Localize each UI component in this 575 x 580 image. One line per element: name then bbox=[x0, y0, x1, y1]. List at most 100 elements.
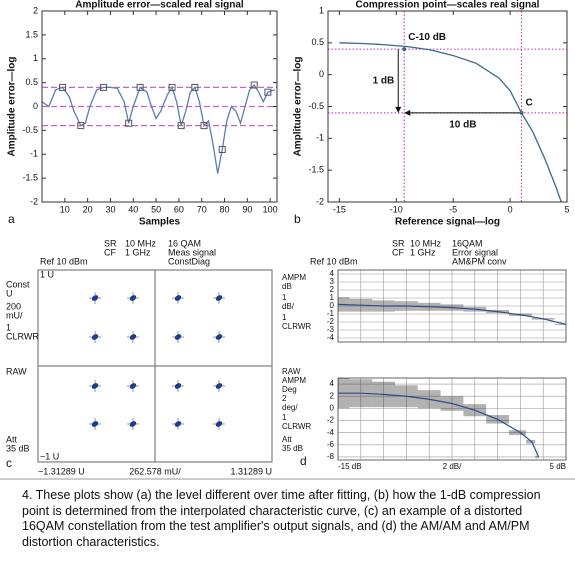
panel-letter: b bbox=[294, 212, 301, 226]
x-tick-label: −1.31289 U bbox=[38, 466, 85, 476]
y-tick-label: -8 bbox=[327, 452, 335, 461]
side-label: mU/ bbox=[6, 310, 23, 320]
header-label: CF bbox=[104, 247, 116, 257]
marker bbox=[264, 88, 272, 96]
header-label: 1 GHz bbox=[125, 247, 151, 257]
chart-title: Amplitude error—scaled real signal bbox=[75, 0, 244, 11]
side-label: Deg bbox=[282, 385, 297, 394]
constellation-point bbox=[215, 383, 223, 389]
x-axis-label: Samples bbox=[139, 217, 181, 228]
side-label: Att bbox=[282, 435, 293, 444]
side-label: CLRWR bbox=[282, 422, 311, 431]
point bbox=[519, 110, 524, 115]
arrow-head bbox=[395, 106, 402, 113]
marker bbox=[125, 119, 133, 127]
x-tick-label: 40 bbox=[128, 204, 138, 214]
constellation-point bbox=[91, 334, 99, 340]
y-tick-label: 0 bbox=[330, 403, 335, 412]
marker bbox=[200, 122, 208, 130]
annotation: 10 dB bbox=[449, 120, 476, 131]
plot-frame bbox=[337, 269, 567, 343]
trend-line bbox=[338, 392, 540, 458]
x-tick-label: 10 bbox=[60, 204, 70, 214]
panel-letter: d bbox=[300, 454, 307, 468]
point bbox=[402, 47, 407, 52]
header-label: AM&PM conv bbox=[452, 256, 507, 266]
y-tick-label: -2 bbox=[327, 416, 335, 425]
constellation-point bbox=[174, 383, 182, 389]
side-label: Att bbox=[6, 434, 18, 444]
header-label: Ref 10 dBm bbox=[310, 256, 358, 266]
data-line bbox=[41, 83, 275, 174]
header-label: 16 QAM bbox=[168, 238, 201, 248]
scale-label: 262.578 mU/ bbox=[129, 466, 181, 476]
header-label: 10 MHz bbox=[125, 238, 157, 248]
scatter-cloud bbox=[535, 455, 539, 459]
header-label: 16QAM bbox=[452, 238, 483, 248]
constellation-point bbox=[129, 334, 137, 340]
y-tick-label: 1 U bbox=[40, 269, 54, 279]
header-label: 1 GHz bbox=[410, 247, 436, 257]
constellation-point bbox=[174, 295, 182, 301]
side-label: AMPM bbox=[282, 376, 306, 385]
y-tick-label: 0.5 bbox=[311, 37, 324, 47]
header-label: CF bbox=[392, 247, 404, 257]
y-tick-label: -2 bbox=[316, 196, 324, 206]
side-label: 1 bbox=[6, 322, 11, 332]
scatter-cloud bbox=[526, 439, 536, 444]
constellation-point bbox=[215, 334, 223, 340]
y-tick-label: -3 bbox=[327, 325, 335, 334]
side-label: CLRWR bbox=[6, 331, 39, 341]
side-label: RAW bbox=[6, 366, 27, 376]
marker bbox=[191, 83, 199, 91]
marker bbox=[77, 122, 85, 130]
y-tick-label: 1.5 bbox=[25, 29, 38, 39]
y-tick-label: -2 bbox=[327, 317, 335, 326]
chart-title: Compression point—scales real signal bbox=[356, 0, 540, 11]
header-label: Error signal bbox=[452, 247, 498, 257]
scale-label: 2 dB/ bbox=[443, 462, 462, 471]
y-tick-label: 3 bbox=[330, 277, 335, 286]
y-axis-label: Amplitude error—log bbox=[293, 56, 304, 156]
side-label: 35 dB bbox=[282, 444, 303, 453]
figure-bg bbox=[0, 0, 575, 480]
data-line bbox=[339, 42, 562, 203]
y-tick-label: -1 bbox=[316, 133, 324, 143]
y-tick-label: -1.5 bbox=[22, 173, 38, 183]
constellation-point bbox=[129, 383, 137, 389]
x-axis-label: Reference signal—log bbox=[395, 217, 500, 228]
x-tick-label: 5 dB bbox=[550, 462, 566, 471]
x-tick-label: 5 bbox=[564, 204, 569, 214]
constellation-point bbox=[91, 295, 99, 301]
y-tick-label: 2 bbox=[33, 5, 38, 15]
y-tick-label: 1 bbox=[33, 53, 38, 63]
x-tick-label: 50 bbox=[151, 204, 161, 214]
y-tick-label: 1 bbox=[319, 5, 324, 15]
plot-frame bbox=[41, 10, 278, 203]
header-label: Ref 10 dBm bbox=[40, 256, 88, 266]
x-tick-label: 70 bbox=[197, 204, 207, 214]
x-tick-label: 1.31289 U bbox=[230, 466, 272, 476]
y-tick-label: -6 bbox=[327, 440, 335, 449]
plot-frame bbox=[327, 10, 568, 203]
constellation-point bbox=[129, 295, 137, 301]
marker bbox=[100, 83, 108, 91]
arrow-head bbox=[404, 109, 411, 116]
constellation-point bbox=[91, 421, 99, 427]
x-tick-label: 80 bbox=[220, 204, 230, 214]
y-tick-label: -0.5 bbox=[308, 101, 324, 111]
y-tick-label: 2 bbox=[330, 391, 335, 400]
figure: Amplitude error—scaled real signal Sample… bbox=[0, 0, 575, 480]
y-tick-label: −1 U bbox=[40, 451, 59, 461]
annotation: 1 dB bbox=[373, 76, 395, 87]
marker bbox=[168, 83, 176, 91]
y-tick-label: 0 bbox=[33, 101, 38, 111]
x-tick-label: -5 bbox=[449, 204, 457, 214]
header-label: 10 MHz bbox=[410, 238, 442, 248]
side-label: dB/ bbox=[282, 302, 295, 311]
panel-letter: a bbox=[8, 212, 15, 226]
side-label: 1 bbox=[282, 293, 287, 302]
scatter-cloud bbox=[509, 430, 527, 436]
x-tick-label: 60 bbox=[174, 204, 184, 214]
scatter-cloud bbox=[554, 324, 566, 325]
